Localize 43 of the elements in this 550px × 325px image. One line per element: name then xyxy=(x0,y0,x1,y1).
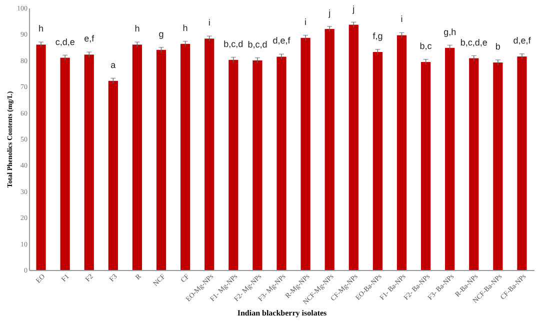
annotation: b,c,d xyxy=(224,38,244,49)
annotation: a xyxy=(110,60,116,70)
annotation: h xyxy=(38,24,44,34)
annotation: f,g xyxy=(372,31,383,42)
bar xyxy=(348,24,358,270)
bar xyxy=(252,60,262,270)
bar xyxy=(324,28,334,270)
bar xyxy=(445,48,455,270)
annotation: g,h xyxy=(444,26,456,37)
annotation: j xyxy=(352,4,355,14)
bar xyxy=(469,58,479,270)
annotation: h xyxy=(182,22,188,33)
annotation: j xyxy=(328,8,331,18)
bar xyxy=(372,52,382,270)
bar xyxy=(396,35,407,270)
bar xyxy=(84,54,94,270)
annotation: g xyxy=(158,28,164,39)
annotation: i xyxy=(304,16,307,27)
annotation: b,c,d xyxy=(248,39,268,50)
bar xyxy=(420,62,431,270)
annotation: b,c,d,e xyxy=(460,37,488,48)
bar xyxy=(204,38,214,270)
annotation: e,f xyxy=(84,34,95,44)
bar xyxy=(228,60,238,270)
bar xyxy=(132,44,142,270)
annotation: d,e,f xyxy=(513,35,532,46)
bar xyxy=(60,58,70,270)
annotation: i xyxy=(400,14,403,24)
bar xyxy=(180,44,190,270)
bar xyxy=(108,80,118,270)
bar xyxy=(300,38,310,270)
annotation: b,c xyxy=(420,40,432,51)
x-axis-title: Indian blackberry isolates xyxy=(237,308,327,318)
annotation: b xyxy=(495,41,500,52)
bar xyxy=(276,56,286,270)
bar xyxy=(493,62,503,270)
annotation: i xyxy=(208,18,210,28)
bar xyxy=(156,50,166,270)
bar xyxy=(517,56,527,270)
annotation: c,d,e xyxy=(55,36,75,47)
bar xyxy=(36,44,46,270)
annotation: h xyxy=(134,24,140,34)
annotation: d,e,f xyxy=(272,36,291,46)
